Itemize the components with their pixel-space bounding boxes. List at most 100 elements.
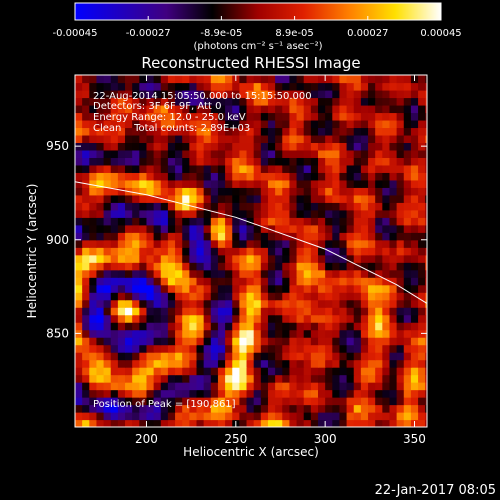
heatmap-cell xyxy=(425,194,427,203)
heatmap-cell xyxy=(318,157,326,166)
heatmap-cell xyxy=(389,352,398,361)
heatmap-cell xyxy=(225,374,233,383)
heatmap-cell xyxy=(132,157,140,166)
heatmap-cell xyxy=(96,344,105,353)
heatmap-cell xyxy=(325,367,333,376)
heatmap-cell xyxy=(117,149,126,158)
heatmap-cell xyxy=(382,382,391,391)
heatmap-cell xyxy=(217,89,226,99)
heatmap-cell xyxy=(375,292,383,301)
heatmap-cell xyxy=(375,262,383,271)
heatmap-cell xyxy=(82,322,90,331)
heatmap-cell xyxy=(382,367,391,376)
heatmap-cell xyxy=(346,269,355,278)
heatmap-cell xyxy=(346,262,355,271)
heatmap-cell xyxy=(217,322,226,331)
heatmap-cell xyxy=(232,307,240,316)
heatmap-cell xyxy=(360,329,369,338)
heatmap-cell xyxy=(82,209,90,218)
heatmap-cell xyxy=(303,359,312,368)
heatmap-cell xyxy=(382,104,391,114)
heatmap-cell xyxy=(332,404,341,413)
heatmap-cell xyxy=(160,322,169,331)
heatmap-cell xyxy=(246,284,255,293)
heatmap-cell xyxy=(110,179,119,188)
heatmap-cell xyxy=(267,157,276,166)
heatmap-cell xyxy=(318,262,326,271)
heatmap-cell xyxy=(110,352,119,361)
heatmap-cell xyxy=(396,239,405,248)
heatmap-cell xyxy=(375,187,383,196)
heatmap-cell xyxy=(132,322,140,331)
heatmap-cell xyxy=(289,359,298,368)
heatmap-cell xyxy=(160,292,169,301)
heatmap-cell xyxy=(82,127,90,136)
heatmap-cell xyxy=(368,344,376,353)
heatmap-cell xyxy=(375,359,383,368)
heatmap-cell xyxy=(189,179,198,188)
heatmap-cell xyxy=(368,292,376,301)
heatmap-cell xyxy=(217,307,226,316)
heatmap-cell xyxy=(253,224,262,233)
heatmap-cell xyxy=(346,254,355,263)
heatmap-cell xyxy=(203,127,212,136)
heatmap-cell xyxy=(389,329,398,338)
heatmap-cell xyxy=(196,322,205,331)
heatmap-cell xyxy=(346,142,355,151)
heatmap-cell xyxy=(96,97,105,106)
heatmap-cell xyxy=(117,202,126,211)
heatmap-cell xyxy=(425,359,427,368)
heatmap-cell xyxy=(275,112,283,121)
heatmap-cell xyxy=(82,329,90,338)
heatmap-cell xyxy=(368,389,376,398)
heatmap-cell xyxy=(146,314,155,323)
heatmap-cell xyxy=(382,262,391,271)
heatmap-cell xyxy=(253,284,262,293)
heatmap-cell xyxy=(217,134,226,143)
heatmap-cell xyxy=(318,119,326,129)
heatmap-cell xyxy=(146,269,155,278)
heatmap-cell xyxy=(303,209,312,218)
heatmap-cell xyxy=(246,157,255,166)
heatmap-cell xyxy=(182,172,190,181)
heatmap-cell xyxy=(396,194,405,203)
heatmap-cell xyxy=(110,367,119,376)
heatmap-cell xyxy=(110,224,119,233)
heatmap-cell xyxy=(146,164,155,173)
heatmap-cell xyxy=(325,314,333,323)
colorbar-ticks: -0.00045 -0.00027 -8.9e-05 8.9e-05 0.00027 0.… xyxy=(53,16,462,39)
heatmap-cell xyxy=(125,217,133,226)
heatmap-cell xyxy=(296,187,305,196)
heatmap-cell xyxy=(346,397,355,406)
heatmap-cell xyxy=(175,224,183,233)
heatmap-cell xyxy=(139,292,148,301)
heatmap-cell xyxy=(396,367,405,376)
heatmap-cell xyxy=(167,269,176,278)
heatmap-cell xyxy=(418,82,426,91)
heatmap-cell xyxy=(410,322,419,331)
heatmap-cell xyxy=(260,412,269,421)
heatmap-cell xyxy=(139,299,148,308)
heatmap-cell xyxy=(103,187,112,196)
heatmap-cell xyxy=(339,262,348,271)
heatmap-cell xyxy=(332,82,341,91)
heatmap-cell xyxy=(117,329,126,338)
heatmap-cell xyxy=(203,359,212,368)
heatmap-cell xyxy=(75,397,83,406)
heatmap-cell xyxy=(410,389,419,398)
heatmap-cell xyxy=(103,112,112,121)
heatmap-cell xyxy=(246,412,255,421)
heatmap-cell xyxy=(210,397,219,406)
heatmap-cell xyxy=(410,314,419,323)
heatmap-cell xyxy=(296,247,305,256)
heatmap-cell xyxy=(160,314,169,323)
heatmap-cell xyxy=(160,352,169,361)
heatmap-cell xyxy=(89,314,98,323)
heatmap-cell xyxy=(353,374,362,383)
heatmap-cell xyxy=(225,209,233,218)
heatmap-cell xyxy=(167,75,176,84)
heatmap-cell xyxy=(239,262,248,271)
heatmap-cell xyxy=(117,269,126,278)
heatmap-cell xyxy=(139,389,148,398)
heatmap-cell xyxy=(196,157,205,166)
